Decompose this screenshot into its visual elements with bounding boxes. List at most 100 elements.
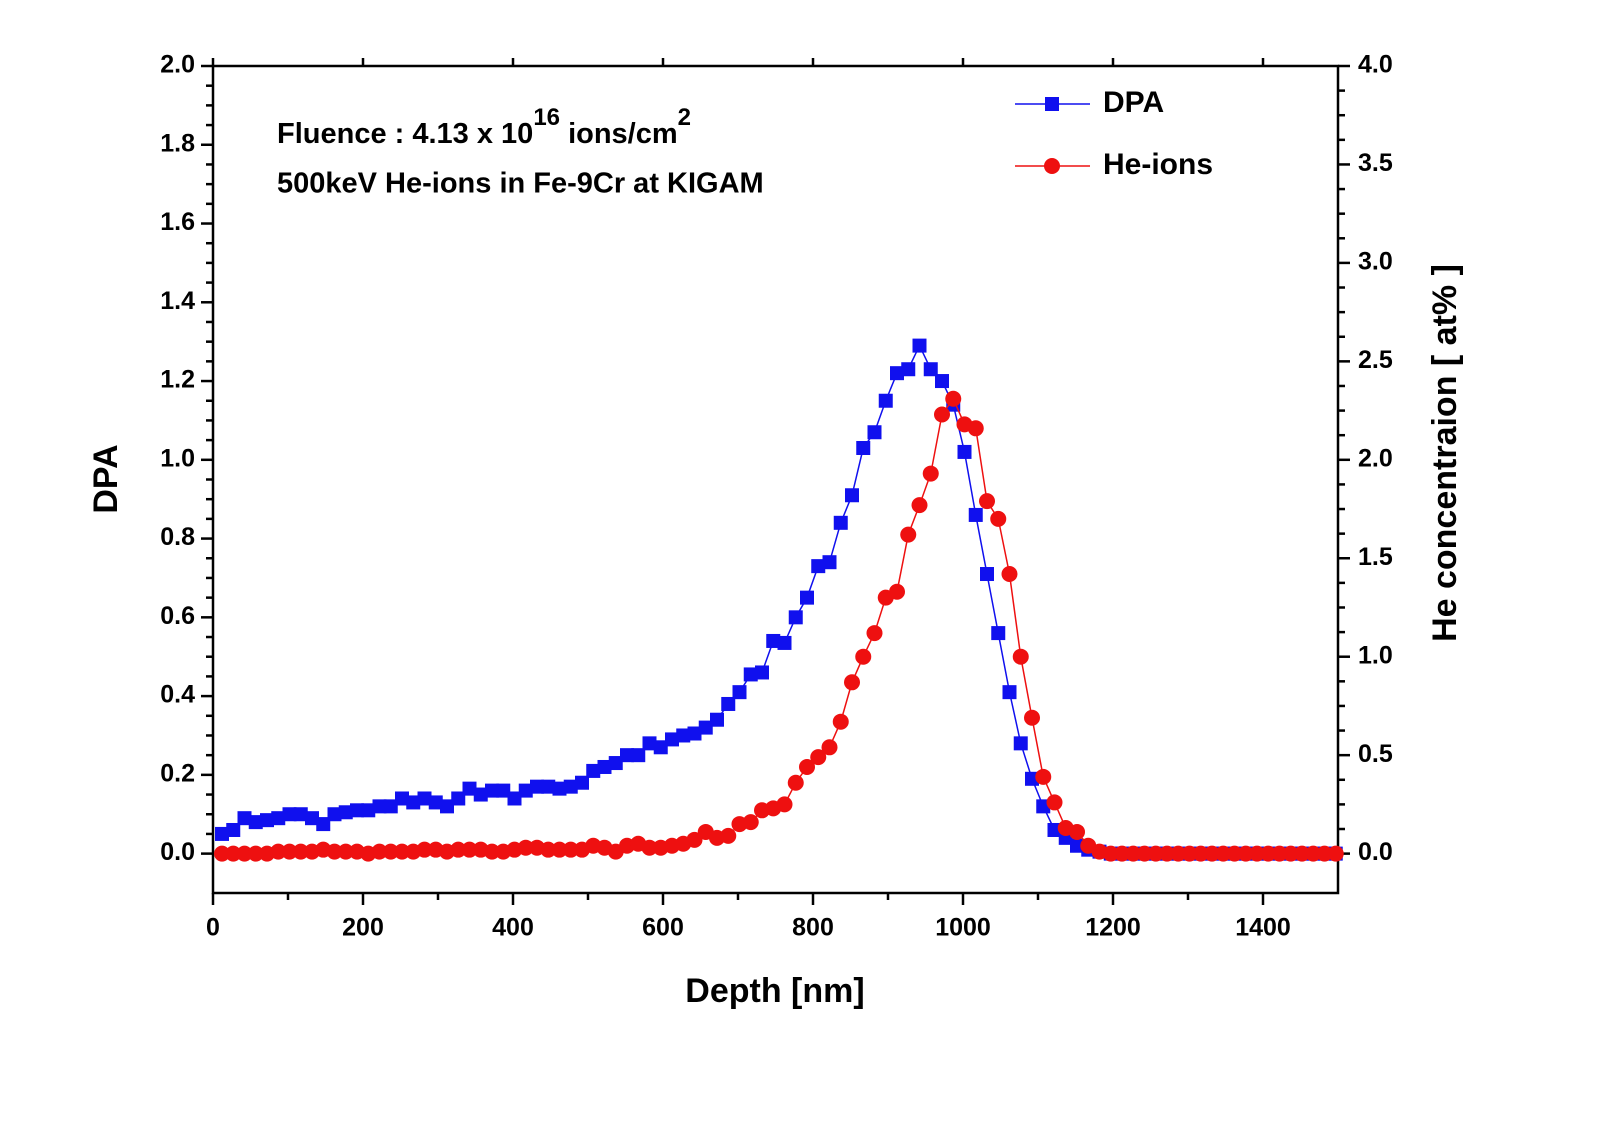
marker (395, 791, 409, 806)
marker (800, 590, 814, 605)
marker (417, 791, 432, 806)
marker (811, 559, 826, 574)
marker (1102, 845, 1119, 862)
marker (844, 674, 860, 691)
marker (641, 839, 658, 856)
marker (1024, 709, 1040, 726)
marker (698, 720, 713, 735)
x-tick-label: 200 (342, 914, 384, 942)
marker (935, 374, 949, 389)
marker (1249, 845, 1265, 862)
marker (226, 822, 241, 837)
marker (665, 732, 679, 747)
y-tick-label: 1.2 (160, 366, 195, 394)
marker (236, 845, 253, 862)
series-line (222, 397, 1336, 855)
marker (878, 393, 893, 408)
y2-tick-label: 0.0 (1358, 838, 1393, 866)
marker (541, 779, 556, 794)
marker (247, 845, 264, 862)
marker (1147, 845, 1164, 862)
marker (305, 811, 319, 826)
marker (461, 841, 478, 858)
marker (900, 526, 917, 543)
marker (832, 713, 849, 730)
marker (214, 845, 230, 862)
marker (416, 841, 433, 858)
marker (856, 440, 871, 455)
marker (260, 813, 274, 828)
marker (922, 465, 939, 482)
marker (1181, 845, 1198, 862)
marker (507, 791, 522, 806)
marker (562, 841, 579, 858)
marker (484, 843, 500, 860)
marker (237, 811, 252, 826)
marker (923, 362, 938, 377)
marker (620, 748, 634, 763)
x-tick-label: 600 (642, 914, 684, 942)
marker (968, 507, 983, 522)
marker (1044, 158, 1060, 174)
marker (327, 807, 342, 822)
marker (1237, 845, 1254, 862)
marker (1170, 845, 1187, 862)
marker (1069, 823, 1085, 840)
marker (866, 625, 883, 642)
marker (440, 799, 454, 814)
y-tick-label: 0.2 (160, 759, 195, 787)
marker (1070, 838, 1084, 853)
marker (372, 799, 387, 814)
marker (371, 843, 388, 860)
marker (867, 425, 882, 440)
y2-tick-label: 2.0 (1358, 444, 1393, 472)
fluence-text: Fluence : 4.13 x 10 (277, 118, 533, 150)
marker (608, 756, 623, 771)
marker (540, 841, 557, 858)
marker (563, 779, 578, 794)
marker (911, 497, 928, 514)
marker (788, 610, 803, 625)
marker (1204, 845, 1220, 862)
y-tick-label: 2.0 (160, 51, 195, 79)
y2-tick-label: 0.5 (1358, 740, 1393, 768)
y2-tick-label: 1.0 (1358, 641, 1393, 669)
y-tick-label: 0.8 (160, 523, 195, 551)
marker (787, 774, 804, 791)
marker (1226, 845, 1243, 862)
marker (979, 493, 995, 510)
x-tick-label: 800 (792, 914, 834, 942)
marker (890, 366, 904, 381)
y2-tick-label: 2.5 (1358, 346, 1393, 374)
marker (282, 807, 297, 822)
marker (1046, 794, 1063, 811)
marker (270, 843, 287, 860)
marker (281, 843, 298, 860)
marker (1294, 845, 1310, 862)
marker (742, 814, 759, 831)
marker (586, 763, 601, 778)
fluence-note: Fluence : 4.13 x 1016 ions/cm2 (277, 104, 691, 149)
marker (845, 488, 859, 503)
y2-axis-title: He concentraion [ at% ] (1426, 264, 1464, 642)
marker (1282, 845, 1299, 862)
x-tick-label: 1400 (1235, 914, 1291, 942)
marker (518, 783, 533, 798)
marker (889, 583, 905, 600)
y-axis-title: DPA (87, 444, 125, 513)
marker (1035, 768, 1052, 785)
y-tick-label: 0.4 (160, 681, 195, 709)
marker (822, 555, 837, 570)
y-tick-label: 1.8 (160, 129, 195, 157)
marker (326, 843, 343, 860)
marker (766, 633, 781, 648)
marker (530, 779, 544, 794)
marker (676, 728, 691, 743)
marker (991, 626, 1006, 641)
marker (721, 696, 736, 711)
marker (945, 390, 962, 407)
y-tick-label: 1.4 (160, 287, 195, 315)
x-tick-label: 1000 (935, 914, 991, 942)
fluence-exponent: 16 (533, 104, 560, 131)
